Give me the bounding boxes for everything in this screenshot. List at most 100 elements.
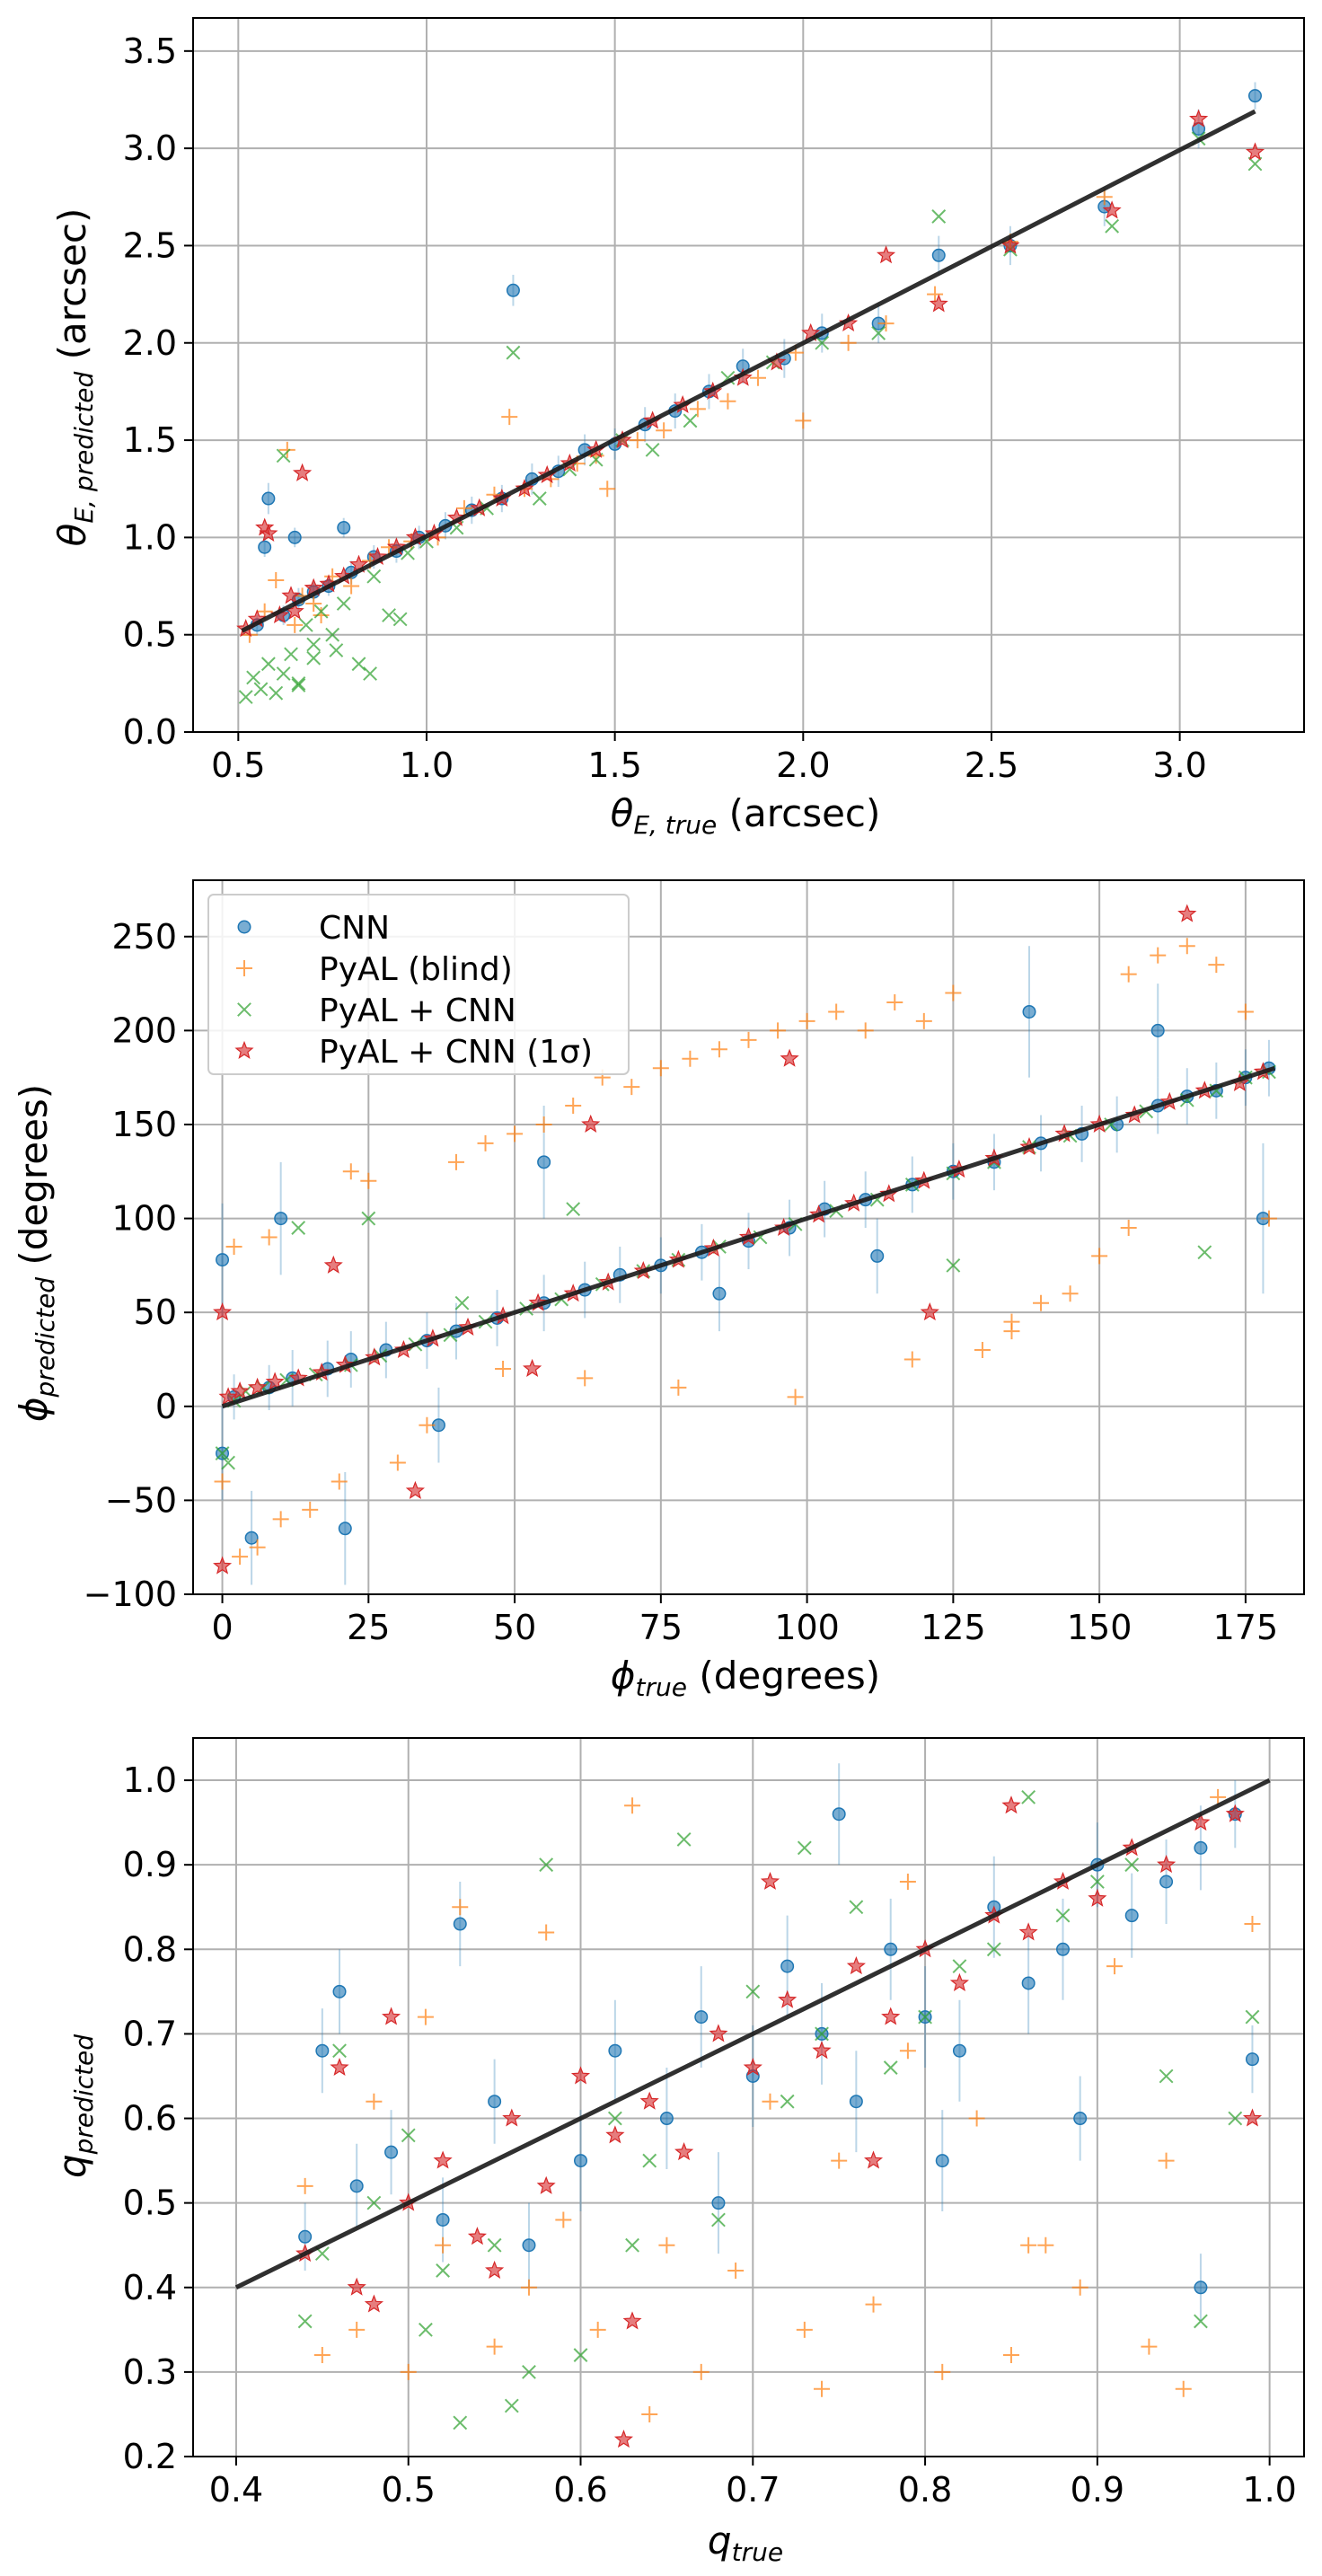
pyal-blind-point [814, 2380, 831, 2397]
pyal-cnn-point [797, 1840, 812, 1856]
pyal-cnn-point [1105, 218, 1120, 234]
pyal-blind-point [915, 1012, 932, 1029]
pyal-cnn-1-point [323, 1255, 343, 1274]
y-tick-label: 3.0 [123, 128, 177, 168]
pyal-blind-point [313, 2347, 330, 2364]
pyal-cnn-1-point [536, 2175, 556, 2194]
y-tick-label: 0.3 [123, 2352, 177, 2392]
x-axis-label: qtrue [708, 2519, 783, 2567]
pyal-cnn-point [1021, 1789, 1036, 1804]
x-tick-label: 0 [211, 1608, 233, 1647]
pyal-cnn-point [522, 2364, 536, 2379]
y-tick-label: 0.6 [123, 2099, 177, 2139]
y-axis-subscript: predicted [31, 1277, 60, 1398]
pyal-cnn-point [366, 2195, 382, 2210]
pyal-blind-point [1096, 189, 1113, 206]
pyal-cnn-point [454, 1295, 470, 1310]
pyal-cnn-1-point [622, 2311, 642, 2330]
y-axis-symbol: θ [50, 524, 94, 547]
pyal-blind-point [710, 1041, 727, 1058]
pyal-cnn-1-point [1245, 142, 1265, 161]
pyal-blind-point [740, 1031, 757, 1048]
cnn-point [488, 2095, 502, 2109]
x-tick-label: 25 [347, 1608, 390, 1647]
pyal-blind-point [495, 1360, 512, 1377]
pyal-blind-point [360, 1172, 377, 1189]
pyal-cnn-point [291, 1221, 306, 1235]
pyal-cnn-point [986, 1942, 1001, 1957]
pyal-cnn-point [363, 666, 377, 681]
pyal-cnn-point [815, 2026, 829, 2042]
ticks: 0 25 50 75 100 125 150 175 −100 −50 0 50 100 150 200 25… [84, 917, 1279, 1647]
cnn-point [244, 1531, 259, 1545]
pyal-cnn-point [246, 670, 260, 685]
y-tick-label: 3.5 [123, 31, 177, 71]
cnn-point [1022, 1004, 1036, 1019]
pyal-cnn-1-point [1177, 904, 1197, 922]
x-tick-label: 150 [1067, 1608, 1133, 1647]
cnn-point [537, 1155, 551, 1169]
pyal-cnn-point [253, 682, 269, 697]
x-axis-symbol: θ [611, 791, 634, 835]
x-axis-symbol: ϕ [611, 1654, 636, 1698]
cnn-point [1056, 1942, 1071, 1956]
pyal-blind-point [1178, 938, 1195, 955]
pyal-cnn-point [506, 345, 521, 360]
pyal-cnn-1-point [247, 1377, 268, 1396]
pyal-cnn-point [284, 647, 298, 662]
pyal-blind-point [330, 1473, 348, 1490]
pyal-blind-point [214, 1473, 231, 1490]
pyal-cnn-point [361, 1211, 376, 1226]
legend-items: CNN PyAL (blind) PyAL + CNN PyAL + CNN (1σ) [234, 910, 593, 1071]
pyal-cnn-point [573, 2348, 588, 2362]
cnn-point [712, 1286, 727, 1301]
pyal-blind-point [727, 2262, 745, 2279]
x-axis-subscript: true [732, 2537, 783, 2567]
pyal-cnn-1-point [1189, 109, 1209, 128]
cnn-point [298, 2229, 313, 2244]
pyal-blind-point [1120, 1220, 1137, 1237]
pyal-cnn-1-point [581, 1114, 601, 1133]
pyal-blind-point [417, 2008, 434, 2025]
pyal-cnn-1-point [1225, 1804, 1245, 1822]
pyal-blind-point [389, 1454, 406, 1471]
pyal-cnn-point [1194, 2314, 1208, 2329]
pyal-cnn-point [329, 643, 344, 657]
pyal-blind-point [796, 2321, 813, 2338]
pyal-blind-point [652, 1060, 669, 1077]
pyal-blind-point [1237, 1003, 1254, 1020]
pyal-blind-point [719, 393, 736, 410]
cnn-point [832, 1807, 846, 1822]
pyal-cnn-point [1228, 2111, 1243, 2126]
pyal-blind-point [877, 315, 895, 332]
legend-box [207, 894, 630, 1075]
pyal-blind-point [348, 2321, 366, 2338]
cnn-point [384, 2145, 399, 2159]
pyal-cnn-1-point [1242, 2108, 1263, 2127]
pyal-blind-point [305, 595, 322, 613]
pyal-cnn-1-point [330, 2057, 349, 2077]
pyal-blind-point [899, 2042, 916, 2060]
pyal-blind-point [1210, 1788, 1227, 1805]
pyal-cnn-point [306, 637, 322, 652]
pyal-blind-point [629, 432, 646, 449]
pyal-cnn-point [276, 666, 291, 681]
cnn-point [870, 1248, 885, 1263]
cnn-point [935, 2154, 949, 2168]
legend-entry: PyAL (blind) [236, 951, 513, 988]
axes-frame [192, 879, 1305, 1595]
pyal-cnn-1-point [949, 1972, 969, 1991]
pyal-cnn-1-point [467, 2227, 487, 2245]
y-axis-subscript: predicted [69, 2034, 99, 2156]
pyal-blind-point [435, 2236, 452, 2254]
pyal-cnn-1-point [484, 2260, 505, 2279]
cnn-point [436, 2212, 450, 2227]
pyal-blind-point [886, 993, 903, 1010]
y-axis-label: ϕpredicted (degrees) [12, 1084, 60, 1422]
pyal-cnn-1-point [255, 517, 275, 536]
pyal-cnn-point [849, 1900, 864, 1915]
y-tick-label: 150 [111, 1105, 177, 1144]
reference-line [221, 1065, 1276, 1409]
pyal-cnn-point [306, 650, 322, 666]
pyal-cnn-point [487, 2237, 502, 2253]
